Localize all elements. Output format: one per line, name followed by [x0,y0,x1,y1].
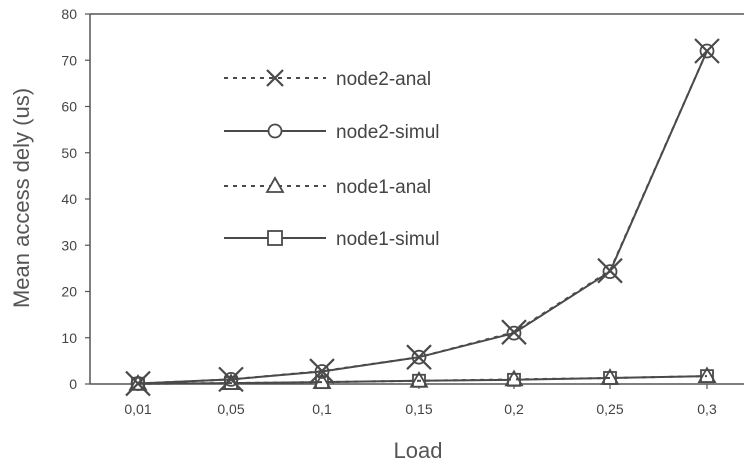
point-node1-anal-shape [697,366,717,384]
y-tick-label: 0 [69,376,77,392]
y-tick-label: 40 [61,191,77,207]
point-node1-anal [697,366,717,384]
series-line-node1-anal [137,375,708,385]
legend-label: node2-anal [336,69,431,90]
y-axis-title: Mean access dely (us) [9,87,34,309]
legend-label: node1-simul [336,229,440,250]
point-node2-anal [218,366,244,393]
point-node2-simul [699,43,715,59]
point-node2-anal-stroke [406,344,432,370]
point-node2-simul-shape [130,376,146,391]
point-node2-anal [406,344,432,370]
point-node2-simul [602,264,618,280]
point-node2-simul-shape [314,364,330,379]
point-node2-simul [314,364,330,379]
y-tick-label: 60 [61,99,77,115]
point-node2-anal-stroke [597,257,623,284]
series-line-node2-simul [137,50,708,385]
point-node2-anal-stroke [218,366,244,393]
point-node1-anal [312,372,332,390]
point-node1-anal-shape [504,369,524,387]
x-tick-label: 0,05 [217,401,244,417]
point-node1-anal [504,369,524,387]
point-node2-anal [597,257,623,284]
legend-item-node2-simul: node2-simul [224,122,440,143]
legend-marker [266,69,284,87]
point-node1-anal [409,370,429,388]
legend-item-node2-anal: node2-anal [224,69,431,90]
x-tick-label: 0,15 [405,401,432,417]
point-node2-anal-stroke [694,38,720,64]
legend-label: node2-simul [336,122,440,143]
y-tick-label: 20 [61,284,77,300]
point-node2-anal [125,370,151,397]
point-node1-anal [600,368,620,385]
legend-label: node1-anal [336,177,431,198]
point-node2-simul-shape [602,264,618,280]
legend-marker [267,230,283,246]
x-tick-label: 0,2 [504,401,524,417]
legend-item-node1-simul: node1-simul [224,229,440,250]
y-tick-label: 10 [61,330,77,346]
point-node2-simul [130,376,146,391]
point-node1-anal-shape [600,368,620,385]
legend-marker [265,176,285,193]
point-node1-anal-shape [312,372,332,390]
legend-item-node1-anal: node1-anal [224,176,431,198]
y-tick-label: 80 [61,6,77,22]
y-tick-label: 70 [61,52,77,68]
point-node2-anal [309,358,335,384]
point-node1-anal-shape [409,370,429,388]
point-node2-simul [506,325,522,341]
series-line-node2-anal [137,50,708,385]
x-tick-label: 0,01 [124,401,151,417]
point-node2-anal [694,38,720,64]
point-node2-simul-shape [506,325,522,341]
x-axis-title: Load [393,438,443,463]
point-node2-anal-stroke [125,370,151,397]
x-tick-label: 0,1 [312,401,332,417]
x-tick-label: 0,3 [697,401,717,417]
x-tick-label: 0,25 [596,401,623,417]
y-tick-label: 50 [61,145,77,161]
point-node2-anal-stroke [501,319,527,345]
legend-marker [267,123,283,139]
point-node2-simul [411,349,427,365]
point-node2-anal-stroke [309,358,335,384]
y-tick-label: 30 [61,237,77,253]
point-node2-simul-shape [699,43,715,59]
point-node2-simul-shape [411,349,427,365]
point-node2-anal [501,319,527,345]
